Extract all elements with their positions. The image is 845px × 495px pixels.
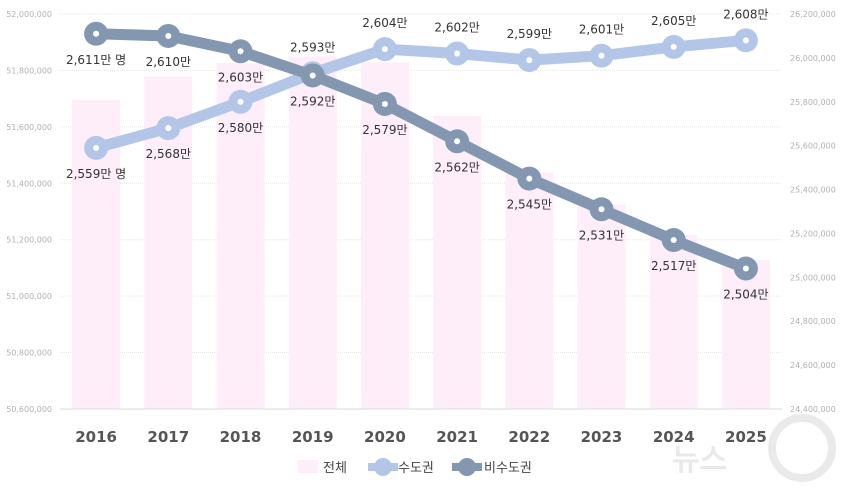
x-tick-label: 2022 (508, 428, 550, 446)
right-tick-label: 24,600,000 (790, 361, 836, 370)
left-tick-label: 51,000,000 (6, 292, 52, 301)
data-label: 2,603만 (218, 70, 263, 84)
point-center (598, 52, 605, 59)
left-tick-label: 51,400,000 (6, 179, 52, 188)
legend-label: 전체 (323, 461, 347, 476)
data-label: 2,604만 (362, 16, 407, 30)
x-tick-label: 2023 (581, 428, 623, 446)
left-tick-label: 51,800,000 (6, 66, 52, 75)
data-label: 2,592만 (290, 94, 335, 108)
legend: 전체 수도권 비수도권 (298, 458, 532, 476)
bar-2018 (216, 63, 265, 409)
data-label: 2,605만 (651, 14, 696, 28)
bar-2024 (649, 234, 698, 409)
bar-2022 (505, 172, 554, 409)
data-label: 2,545만 (507, 198, 552, 212)
left-tick-label: 51,600,000 (6, 123, 52, 132)
data-label: 2,599만 (507, 27, 552, 41)
line-수도권 (94, 34, 747, 154)
bar-2023 (577, 204, 626, 409)
point-center (165, 32, 172, 39)
legend-label: 비수도권 (484, 461, 532, 476)
x-tick-label: 2019 (292, 428, 334, 446)
point-center (526, 57, 533, 64)
data-label: 2,504만 (723, 288, 768, 302)
point-center (93, 144, 100, 151)
legend-swatch-total (298, 460, 318, 473)
data-label: 2,531만 (579, 228, 624, 242)
point-center (670, 237, 677, 244)
watermark-logo: 뉴스 (672, 414, 836, 482)
data-label: 2,601만 (579, 23, 624, 37)
point-center (381, 100, 388, 107)
point-center (165, 125, 172, 132)
x-tick-label: 2025 (725, 428, 767, 446)
right-tick-label: 25,000,000 (790, 273, 836, 282)
right-axis: 24,400,000 24,600,000 24,800,000 25,000,000… (790, 10, 836, 414)
bar-2020 (360, 62, 409, 409)
left-tick-label: 50,800,000 (6, 349, 52, 358)
bar-2025 (721, 260, 770, 409)
point-center (742, 37, 749, 44)
legend-swatch-marker (374, 458, 392, 476)
x-axis-labels: 2016 2017 2018 2019 2020 2021 2022 2023 2024 2025 (75, 428, 767, 446)
right-tick-label: 26,200,000 (790, 10, 836, 19)
point-center (526, 175, 533, 182)
point-center (237, 48, 244, 55)
x-tick-label: 2017 (147, 428, 189, 446)
data-label: 2,608만 (723, 7, 768, 21)
right-tick-label: 24,400,000 (790, 405, 836, 414)
point-center (93, 30, 100, 37)
data-label: 2,579만 (362, 123, 407, 137)
x-tick-label: 2024 (653, 428, 695, 446)
data-label: 2,559만 명 (66, 167, 126, 181)
point-center (454, 50, 461, 57)
x-tick-label: 2021 (436, 428, 478, 446)
line-비수도권 (95, 28, 748, 274)
data-label: 2,517만 (651, 259, 696, 273)
right-tick-label: 25,600,000 (790, 142, 836, 151)
point-center (454, 138, 461, 145)
point-center (670, 43, 677, 50)
right-tick-label: 25,400,000 (790, 186, 836, 195)
x-tick-label: 2020 (364, 428, 406, 446)
line-series: 2,559만 명 2,568만 2,580만 2,593만 2,604만 2,602만 2,… (66, 7, 769, 301)
left-axis: 50,600,000 50,800,000 51,000,000 51,200,000… (6, 10, 52, 414)
right-tick-label: 24,800,000 (790, 317, 836, 326)
data-label: 2,611만 명 (66, 53, 126, 67)
point-center (742, 265, 749, 272)
point-center (237, 98, 244, 105)
data-label: 2,568만 (146, 147, 191, 161)
right-tick-label: 25,800,000 (790, 98, 836, 107)
svg-text:뉴스: 뉴스 (672, 443, 727, 478)
data-label: 2,610만 (146, 55, 191, 69)
point-center (381, 46, 388, 53)
right-tick-label: 26,000,000 (790, 54, 836, 63)
x-tick-label: 2018 (220, 428, 262, 446)
x-tick-label: 2016 (75, 428, 117, 446)
left-tick-label: 52,000,000 (6, 10, 52, 19)
data-label: 2,562만 (434, 160, 479, 174)
legend-swatch-marker (458, 458, 476, 476)
point-center (598, 206, 605, 213)
bars-total (72, 56, 770, 410)
point-center (309, 72, 316, 79)
right-tick-label: 25,200,000 (790, 229, 836, 238)
bar-2021 (433, 115, 482, 409)
data-label: 2,580만 (218, 121, 263, 135)
bar-2019 (288, 56, 337, 409)
data-label: 2,602만 (434, 21, 479, 35)
left-tick-label: 50,600,000 (6, 405, 52, 414)
legend-label: 수도권 (398, 461, 434, 476)
data-label: 2,593만 (290, 40, 335, 54)
left-tick-label: 51,200,000 (6, 236, 52, 245)
